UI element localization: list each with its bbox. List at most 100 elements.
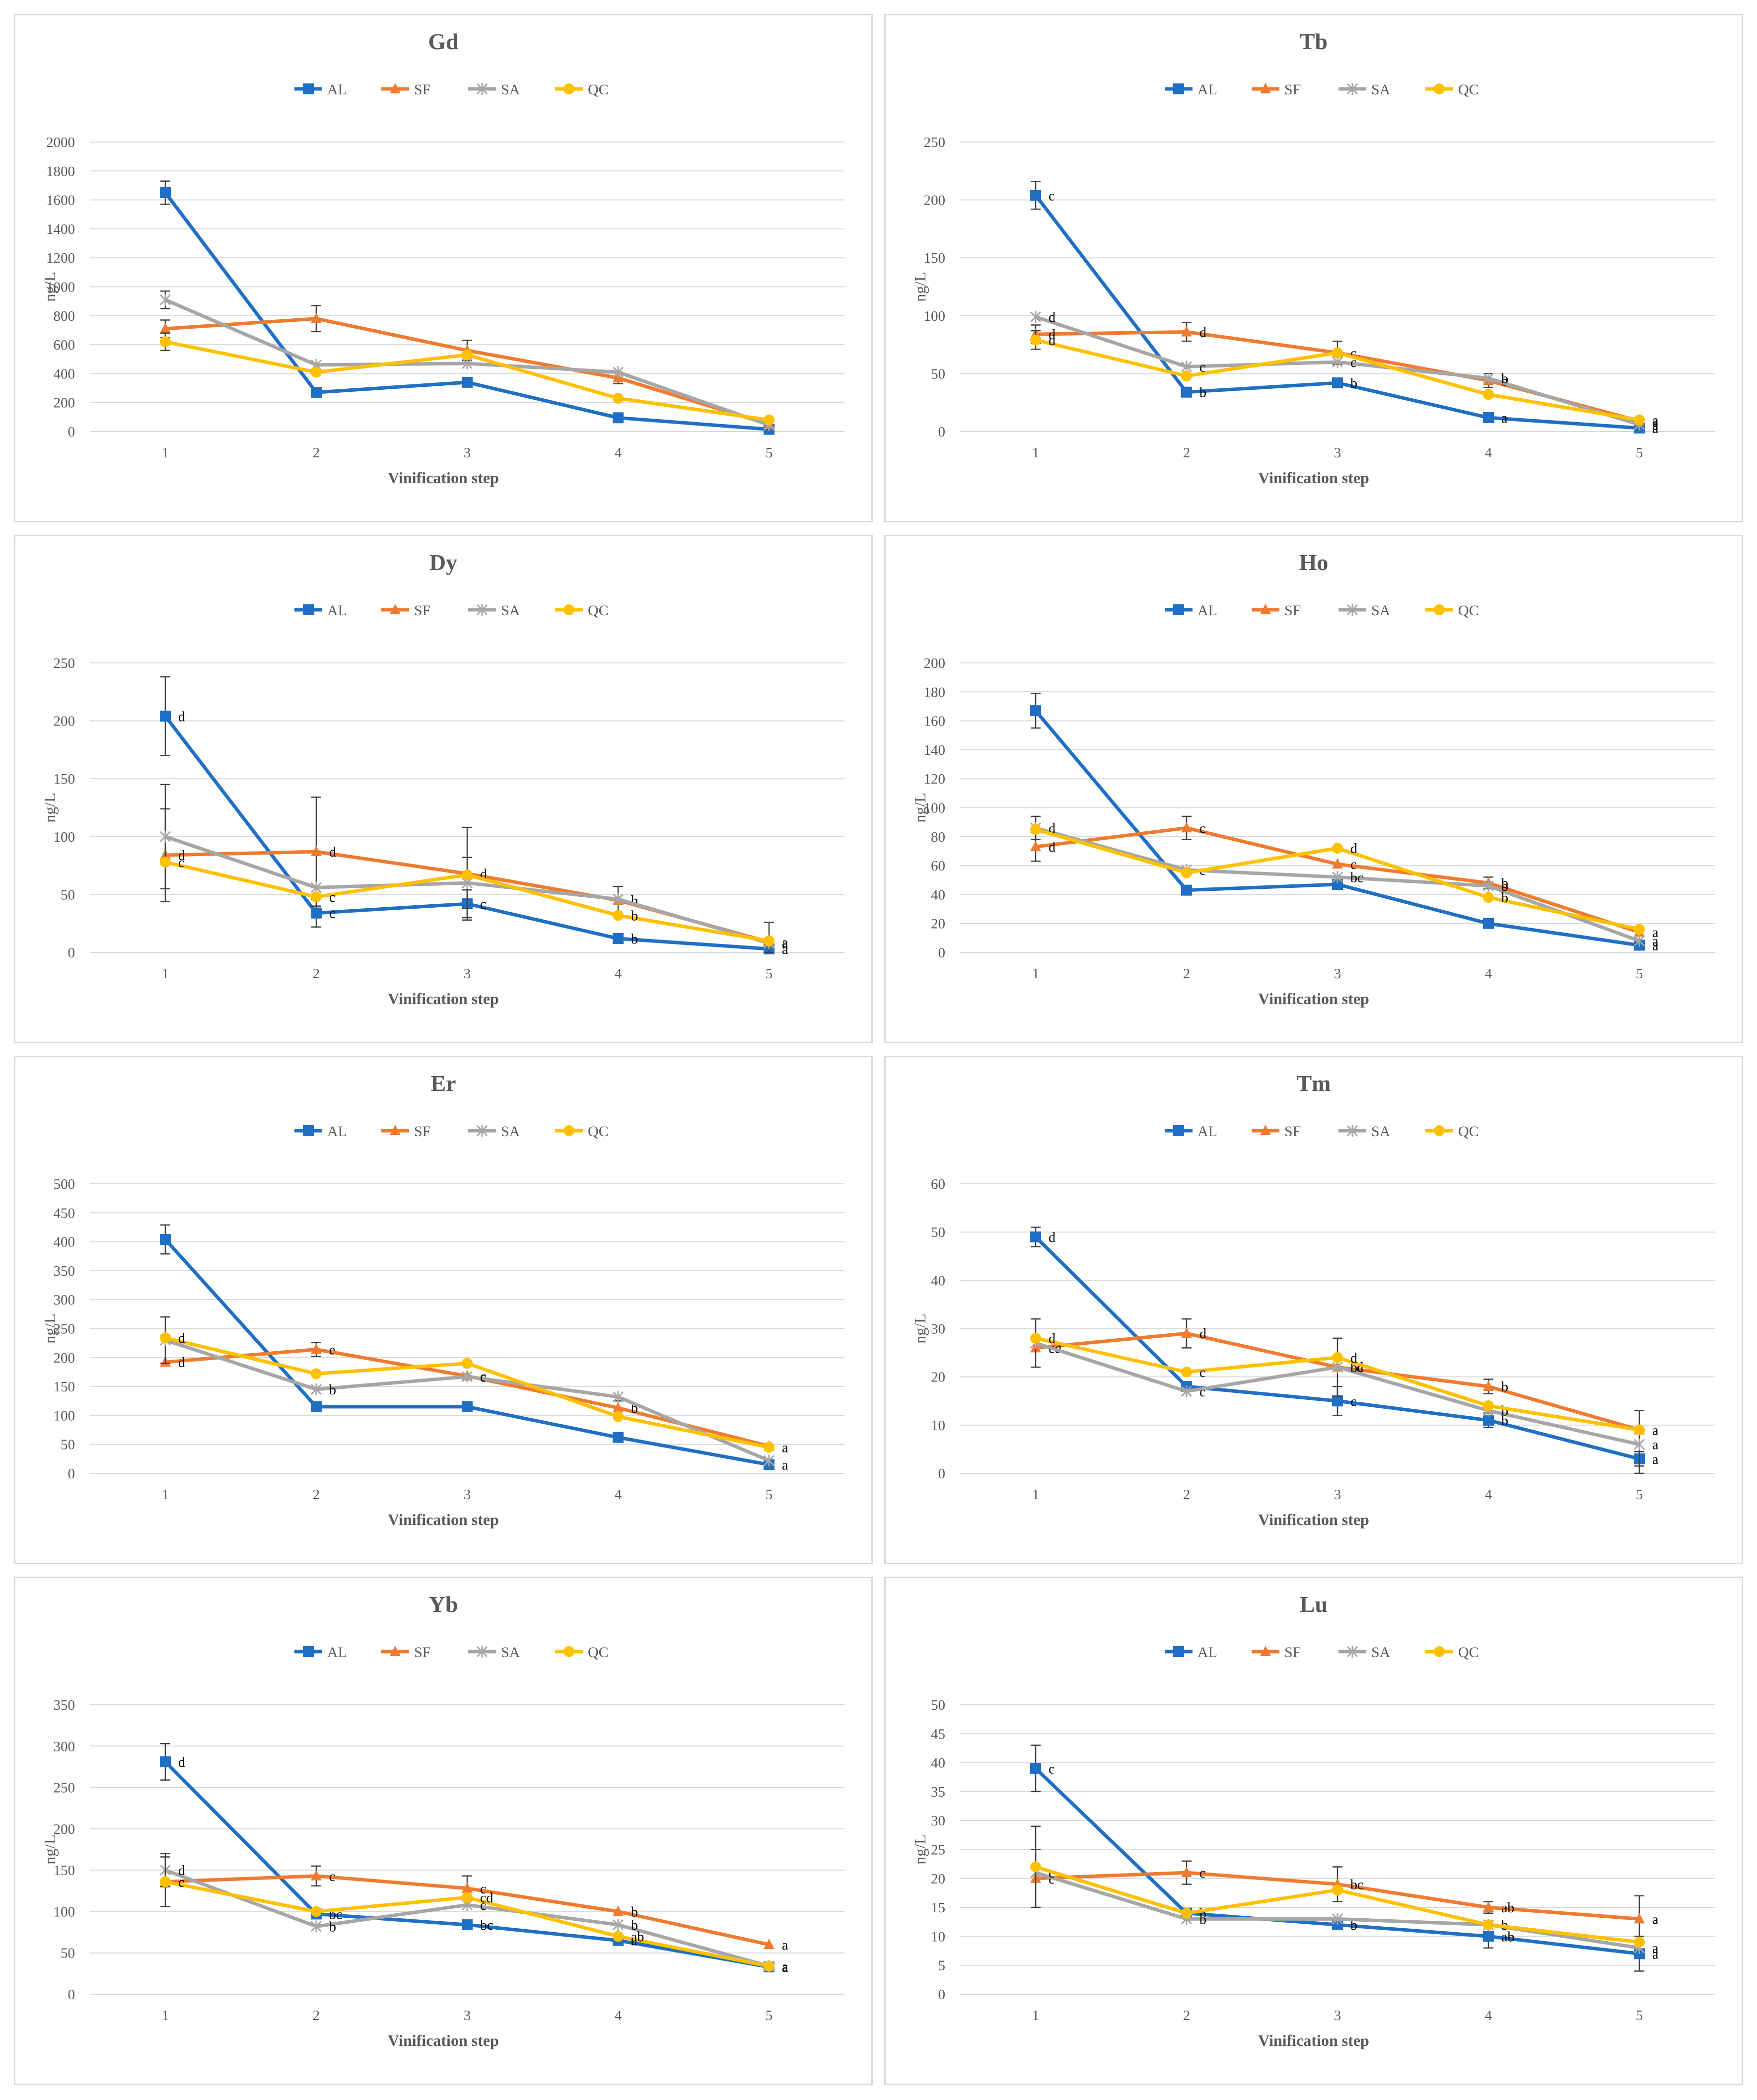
y-tick-label: 100 <box>924 308 946 324</box>
data-point-qc <box>613 392 624 404</box>
y-axis-label: ng/L <box>41 1313 59 1343</box>
significance-letter: d <box>1350 841 1357 857</box>
significance-letter: c <box>178 1875 184 1890</box>
y-tick-label: 80 <box>931 829 945 845</box>
significance-letter: d <box>178 1863 185 1879</box>
x-axis-label: Vinification step <box>388 990 499 1008</box>
data-point-qc <box>764 1442 774 1453</box>
series-sa: dc cba <box>1030 310 1659 433</box>
y-tick-label: 1000 <box>46 280 75 295</box>
legend-label-sf: SF <box>1284 81 1301 98</box>
data-point-sa <box>612 366 624 378</box>
x-tick-label: 5 <box>1636 2008 1643 2024</box>
data-point-qc <box>311 1906 322 1917</box>
significance-letter: b <box>1501 1379 1508 1395</box>
data-point-qc <box>160 336 171 348</box>
x-tick-label: 5 <box>766 445 773 461</box>
x-axis-label: Vinification step <box>388 1511 499 1528</box>
chart-panel-tm: Tm AL SF SA QC 0 10 20 30 40 50 60 1 2 3 4 5 Vinification… <box>884 1056 1743 1564</box>
significance-letter: b <box>1350 1918 1357 1933</box>
data-point-al <box>311 907 322 919</box>
legend-label-sf: SF <box>414 1644 430 1661</box>
data-point-sf <box>1634 1913 1645 1924</box>
x-tick-label: 5 <box>766 1487 773 1503</box>
x-axis-label: Vinification step <box>1258 990 1369 1008</box>
significance-letter: b <box>1199 385 1206 401</box>
y-tick-label: 150 <box>54 1379 75 1395</box>
legend-label-sa: SA <box>1371 1644 1391 1661</box>
data-point-al <box>1483 918 1494 929</box>
significance-letter: c <box>1350 857 1356 872</box>
data-point-sf <box>311 1343 322 1354</box>
y-tick-label: 0 <box>938 1466 946 1482</box>
x-axis-label: Vinification step <box>1258 469 1369 487</box>
significance-letter: ab <box>631 1929 644 1945</box>
x-tick-label: 4 <box>1485 966 1492 982</box>
y-tick-label: 1800 <box>46 163 75 179</box>
y-tick-label: 150 <box>924 250 946 266</box>
y-tick-label: 0 <box>938 945 946 961</box>
legend-label-al: AL <box>1197 1123 1217 1140</box>
chart-panel-ho: Ho AL SF SA QC 0 20 40 60 80 100 120 140 160 180 200 1 2 3… <box>884 535 1743 1043</box>
significance-letter: a <box>1652 421 1659 436</box>
legend-marker-qc <box>1434 1646 1445 1657</box>
significance-letter: d <box>1049 310 1055 325</box>
y-tick-label: 30 <box>931 1321 945 1337</box>
significance-letter: a <box>782 1458 788 1473</box>
data-point-al <box>1483 412 1494 424</box>
legend-marker-al <box>303 83 314 94</box>
significance-letter: a <box>1652 413 1659 429</box>
significance-letter: bc <box>1350 870 1363 885</box>
legend-label-sf: SF <box>414 1123 430 1140</box>
data-point-sf <box>462 1882 473 1893</box>
data-point-al <box>462 376 473 388</box>
data-point-sa <box>612 1919 624 1931</box>
data-point-al <box>1483 1415 1494 1426</box>
significance-letter: c <box>329 906 335 922</box>
data-point-qc <box>462 869 473 880</box>
legend-label-sa: SA <box>1371 81 1391 98</box>
y-tick-label: 2000 <box>46 135 75 150</box>
x-tick-label: 1 <box>1032 1487 1040 1503</box>
x-tick-label: 5 <box>766 966 773 982</box>
significance-letter: a <box>1652 1423 1659 1439</box>
x-tick-label: 1 <box>1032 445 1040 461</box>
significance-letter: d <box>178 848 185 864</box>
data-point-sf <box>1181 1867 1192 1878</box>
data-point-sf <box>613 1905 624 1916</box>
data-point-qc <box>462 349 473 361</box>
y-tick-label: 100 <box>924 800 946 816</box>
legend-label-al: AL <box>1197 81 1217 98</box>
data-point-sa <box>1030 311 1042 323</box>
legend-marker-sa <box>1346 1125 1358 1137</box>
data-point-sf <box>613 1402 624 1413</box>
y-tick-label: 1400 <box>46 221 75 237</box>
significance-letter: d <box>329 845 336 860</box>
significance-letter: d <box>1049 327 1055 343</box>
series-line-al <box>1034 194 1640 430</box>
chart-title: Tm <box>1297 1071 1331 1096</box>
y-tick-label: 200 <box>54 1350 75 1366</box>
chart-title: Dy <box>429 550 457 575</box>
chart-panel-er: Er AL SF SA QC 0 50 100 150 200 250 300 350 400 450 500… <box>14 1056 873 1564</box>
y-tick-label: 500 <box>54 1176 75 1192</box>
significance-letter: a <box>1652 414 1659 430</box>
significance-letter: b <box>1199 1912 1206 1927</box>
x-tick-label: 4 <box>615 966 622 982</box>
y-tick-label: 400 <box>54 366 75 382</box>
y-tick-label: 250 <box>54 1780 75 1796</box>
y-tick-label: 50 <box>61 1437 75 1453</box>
series-qc: da <box>160 1331 788 1456</box>
legend-label-qc: QC <box>588 1644 609 1661</box>
series-qc: db <box>1030 824 1645 935</box>
data-point-qc <box>1181 867 1192 878</box>
significance-letter: b <box>631 1904 638 1920</box>
chart-svg: Ho AL SF SA QC 0 20 40 60 80 100 120 140 160 180 200 1 2 3… <box>911 550 1715 1008</box>
significance-letter: d <box>178 1355 185 1371</box>
significance-letter: a <box>782 935 788 950</box>
y-tick-label: 50 <box>931 1697 945 1713</box>
data-point-al <box>462 1919 473 1931</box>
data-point-sa <box>1181 1385 1193 1397</box>
